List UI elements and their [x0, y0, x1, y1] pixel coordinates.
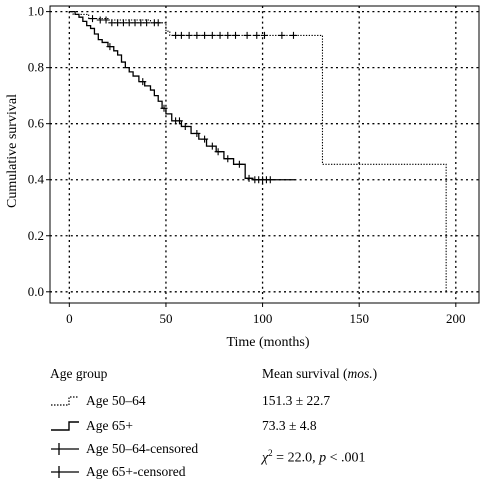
legend-entry-age-65-censored: Age 65+-censored — [50, 462, 185, 482]
censored-mark — [139, 78, 147, 86]
y-tick-label: 0.0 — [28, 284, 44, 299]
x-tick-label: 100 — [253, 311, 273, 326]
y-tick-label: 0.2 — [28, 228, 44, 243]
p-symbol: p — [319, 450, 327, 466]
solid-step-icon — [51, 421, 79, 431]
survival-curve-series-0 — [69, 11, 447, 292]
censored-mark — [208, 31, 216, 39]
censored-mark — [177, 31, 185, 39]
censored-mark — [102, 16, 110, 24]
censored-mark — [175, 117, 183, 125]
mean-survival-unit: mos. — [347, 366, 373, 381]
censored-mark — [261, 31, 268, 39]
x-axis-label: Time (months) — [226, 335, 309, 350]
legend-entry-age-65: Age 65+ — [50, 416, 133, 436]
censored-mark — [216, 31, 224, 39]
legend-title: Age group — [50, 366, 108, 381]
x-tick-label: 50 — [159, 311, 172, 326]
censored-mark — [106, 43, 114, 51]
chi-symbol: χ — [262, 450, 269, 466]
chi-value: = 22.0, — [272, 450, 320, 466]
censored-mark — [224, 155, 232, 163]
censored-mark — [201, 135, 209, 143]
legend-label: Age 50–64 — [86, 393, 146, 408]
censored-mark — [224, 31, 232, 39]
censored-mark — [243, 31, 251, 39]
y-tick-label: 1.0 — [28, 4, 44, 19]
survival-chart: 0.0 0.2 0.4 0.6 0.8 1.0 0 50 100 150 200 Time (mo… — [5, 4, 480, 350]
censored-mark — [253, 31, 261, 39]
y-axis-label: Cumulative survival — [5, 94, 20, 208]
plot-frame — [49, 5, 480, 304]
mean-survival-age-65: 73.3 ± 4.8 — [262, 418, 317, 433]
x-tick-label: 0 — [66, 311, 73, 326]
y-tick-label: 0.6 — [28, 116, 45, 131]
x-axis: 0 50 100 150 200 — [66, 303, 466, 326]
censored-mark — [185, 31, 193, 39]
survival-curve-series-1 — [69, 10, 296, 181]
censored-mark — [266, 176, 274, 184]
dotted-step-icon — [51, 396, 79, 406]
chi-square-statistic: χ2 = 22.0, p < .001 — [262, 445, 365, 467]
y-axis: 0.0 0.2 0.4 0.6 0.8 1.0 — [28, 4, 50, 299]
censored-mark — [214, 148, 222, 156]
plus-mark-icon — [51, 466, 79, 478]
plus-mark-icon — [51, 443, 79, 455]
censored-mark — [278, 31, 286, 39]
legend-panel: Age group Mean survival (mos.) Age 50–64… — [0, 360, 481, 483]
censored-mark — [143, 19, 151, 27]
legend-label: Age 65+ — [86, 418, 133, 433]
censored-mark — [193, 129, 201, 137]
legend-label: Age 50–64-censored — [86, 441, 199, 456]
mean-survival-prefix: Mean survival ( — [262, 366, 348, 381]
censored-mark — [193, 31, 201, 39]
censored-mark — [208, 142, 216, 150]
censored-mark — [154, 19, 162, 27]
censored-mark — [160, 104, 168, 112]
y-tick-label: 0.8 — [28, 60, 44, 75]
x-tick-label: 200 — [446, 311, 466, 326]
censored-mark — [201, 31, 209, 39]
series-layer — [69, 10, 447, 292]
legend-entry-age-50-64: Age 50–64 — [50, 391, 146, 411]
censored-mark — [232, 31, 240, 39]
x-tick-label: 150 — [349, 311, 369, 326]
mean-survival-suffix: ) — [372, 366, 378, 381]
mean-survival-age-50-64: 151.3 ± 22.7 — [262, 393, 331, 408]
legend-label: Age 65+-censored — [86, 464, 186, 479]
censored-mark — [235, 160, 243, 168]
censored-mark — [245, 174, 253, 182]
chi-exponent: 2 — [268, 448, 273, 458]
censored-mark — [89, 15, 97, 23]
y-tick-label: 0.4 — [28, 172, 45, 187]
censored-mark — [181, 122, 189, 130]
mean-survival-header: Mean survival (mos.) — [262, 366, 377, 382]
censored-mark — [289, 31, 297, 39]
p-value: < .001 — [326, 450, 366, 466]
legend-entry-age-50-64-censored: Age 50–64-censored — [50, 439, 198, 459]
